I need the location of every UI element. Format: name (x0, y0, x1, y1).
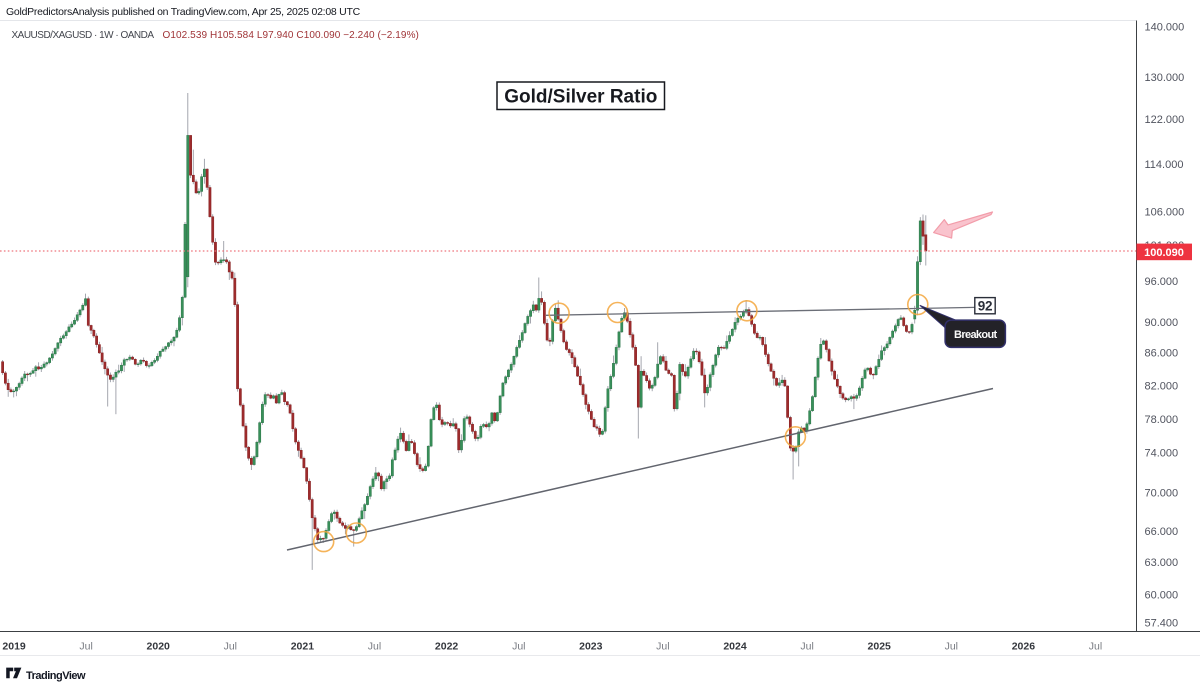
svg-text:57.400: 57.400 (1145, 617, 1179, 629)
svg-text:Jul: Jul (1089, 641, 1102, 653)
svg-text:74.000: 74.000 (1145, 447, 1179, 459)
svg-text:2023: 2023 (579, 641, 603, 653)
svg-text:140.000: 140.000 (1145, 22, 1185, 34)
svg-text:Jul: Jul (800, 641, 813, 653)
svg-text:60.000: 60.000 (1145, 590, 1179, 602)
svg-text:2024: 2024 (723, 641, 747, 653)
svg-text:70.000: 70.000 (1145, 488, 1179, 500)
svg-text:130.000: 130.000 (1145, 72, 1185, 84)
svg-text:Jul: Jul (945, 641, 958, 653)
svg-text:122.000: 122.000 (1145, 114, 1185, 126)
svg-text:78.000: 78.000 (1145, 414, 1179, 426)
svg-text:2020: 2020 (147, 641, 171, 653)
svg-text:96.000: 96.000 (1145, 276, 1179, 288)
svg-text:63.000: 63.000 (1145, 557, 1179, 569)
svg-text:2022: 2022 (435, 641, 459, 653)
svg-text:TradingView: TradingView (26, 670, 86, 682)
svg-text:Jul: Jul (224, 641, 237, 653)
svg-text:92: 92 (978, 298, 992, 313)
svg-text:114.000: 114.000 (1145, 159, 1184, 171)
svg-text:90.000: 90.000 (1145, 317, 1179, 329)
svg-text:Gold/Silver Ratio: Gold/Silver Ratio (504, 86, 657, 107)
svg-text:2021: 2021 (291, 641, 315, 653)
svg-text:Jul: Jul (512, 641, 525, 653)
svg-text:100.090: 100.090 (1144, 247, 1184, 259)
svg-text:Jul: Jul (79, 641, 92, 653)
svg-text:2025: 2025 (868, 641, 892, 653)
svg-text:2019: 2019 (2, 641, 26, 653)
svg-text:106.000: 106.000 (1145, 207, 1185, 219)
svg-text:Jul: Jul (368, 641, 381, 653)
svg-text:Jul: Jul (656, 641, 669, 653)
svg-text:86.000: 86.000 (1145, 348, 1179, 360)
svg-text:82.000: 82.000 (1145, 380, 1179, 392)
svg-text:GoldPredictorsAnalysis publish: GoldPredictorsAnalysis published on Trad… (6, 6, 361, 18)
svg-text:Breakout: Breakout (954, 329, 997, 341)
svg-text:2026: 2026 (1012, 641, 1036, 653)
svg-text:66.000: 66.000 (1145, 526, 1179, 538)
